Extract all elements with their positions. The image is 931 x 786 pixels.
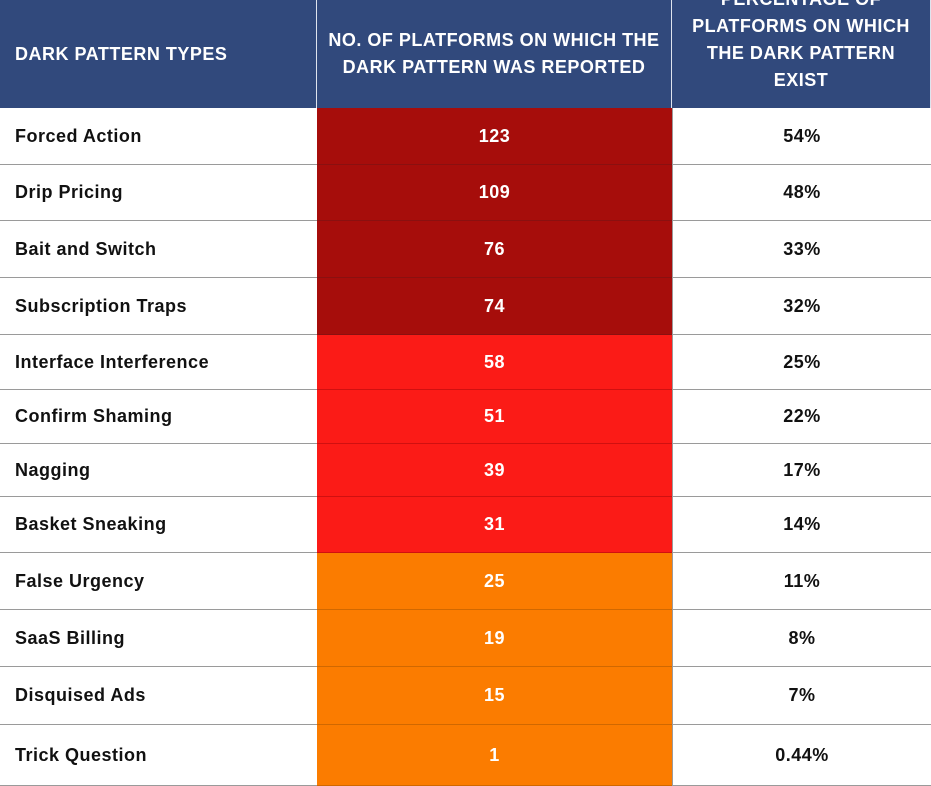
count-cell: 76 <box>317 221 672 278</box>
percent-cell: 25% <box>672 335 931 390</box>
type-cell: Interface Interference <box>0 335 317 390</box>
percent-cell: 0.44% <box>672 725 931 786</box>
count-cell: 58 <box>317 335 672 390</box>
percent-cell: 7% <box>672 667 931 725</box>
count-cell: 31 <box>317 497 672 553</box>
header-cell: PERCENTAGE OF PLATFORMS ON WHICH THE DAR… <box>672 0 931 108</box>
type-cell: Bait and Switch <box>0 221 317 278</box>
percent-cell: 22% <box>672 390 931 444</box>
percent-cell: 17% <box>672 444 931 497</box>
count-cell: 74 <box>317 278 672 335</box>
count-cell: 51 <box>317 390 672 444</box>
percent-cell: 8% <box>672 610 931 667</box>
type-cell: Forced Action <box>0 108 317 165</box>
percent-cell: 54% <box>672 108 931 165</box>
type-cell: Trick Question <box>0 725 317 786</box>
count-cell: 15 <box>317 667 672 725</box>
type-cell: Disquised Ads <box>0 667 317 725</box>
count-cell: 1 <box>317 725 672 786</box>
count-cell: 25 <box>317 553 672 610</box>
header-text: NO. OF PLATFORMS ON WHICH THE DARK PATTE… <box>328 30 660 77</box>
type-cell: Confirm Shaming <box>0 390 317 444</box>
type-cell: False Urgency <box>0 553 317 610</box>
count-cell: 39 <box>317 444 672 497</box>
type-cell: Subscription Traps <box>0 278 317 335</box>
percent-cell: 11% <box>672 553 931 610</box>
count-cell: 109 <box>317 165 672 221</box>
type-cell: Basket Sneaking <box>0 497 317 553</box>
type-cell: Drip Pricing <box>0 165 317 221</box>
header-text: DARK PATTERN TYPES <box>15 43 228 64</box>
percent-cell: 32% <box>672 278 931 335</box>
percent-cell: 33% <box>672 221 931 278</box>
header-cell: NO. OF PLATFORMS ON WHICH THE DARK PATTE… <box>317 0 672 108</box>
type-cell: Nagging <box>0 444 317 497</box>
percent-cell: 14% <box>672 497 931 553</box>
count-cell: 19 <box>317 610 672 667</box>
percent-cell: 48% <box>672 165 931 221</box>
header-cell: DARK PATTERN TYPES <box>0 0 317 108</box>
type-cell: SaaS Billing <box>0 610 317 667</box>
header-text: PERCENTAGE OF PLATFORMS ON WHICH THE DAR… <box>692 0 910 90</box>
count-cell: 123 <box>317 108 672 165</box>
